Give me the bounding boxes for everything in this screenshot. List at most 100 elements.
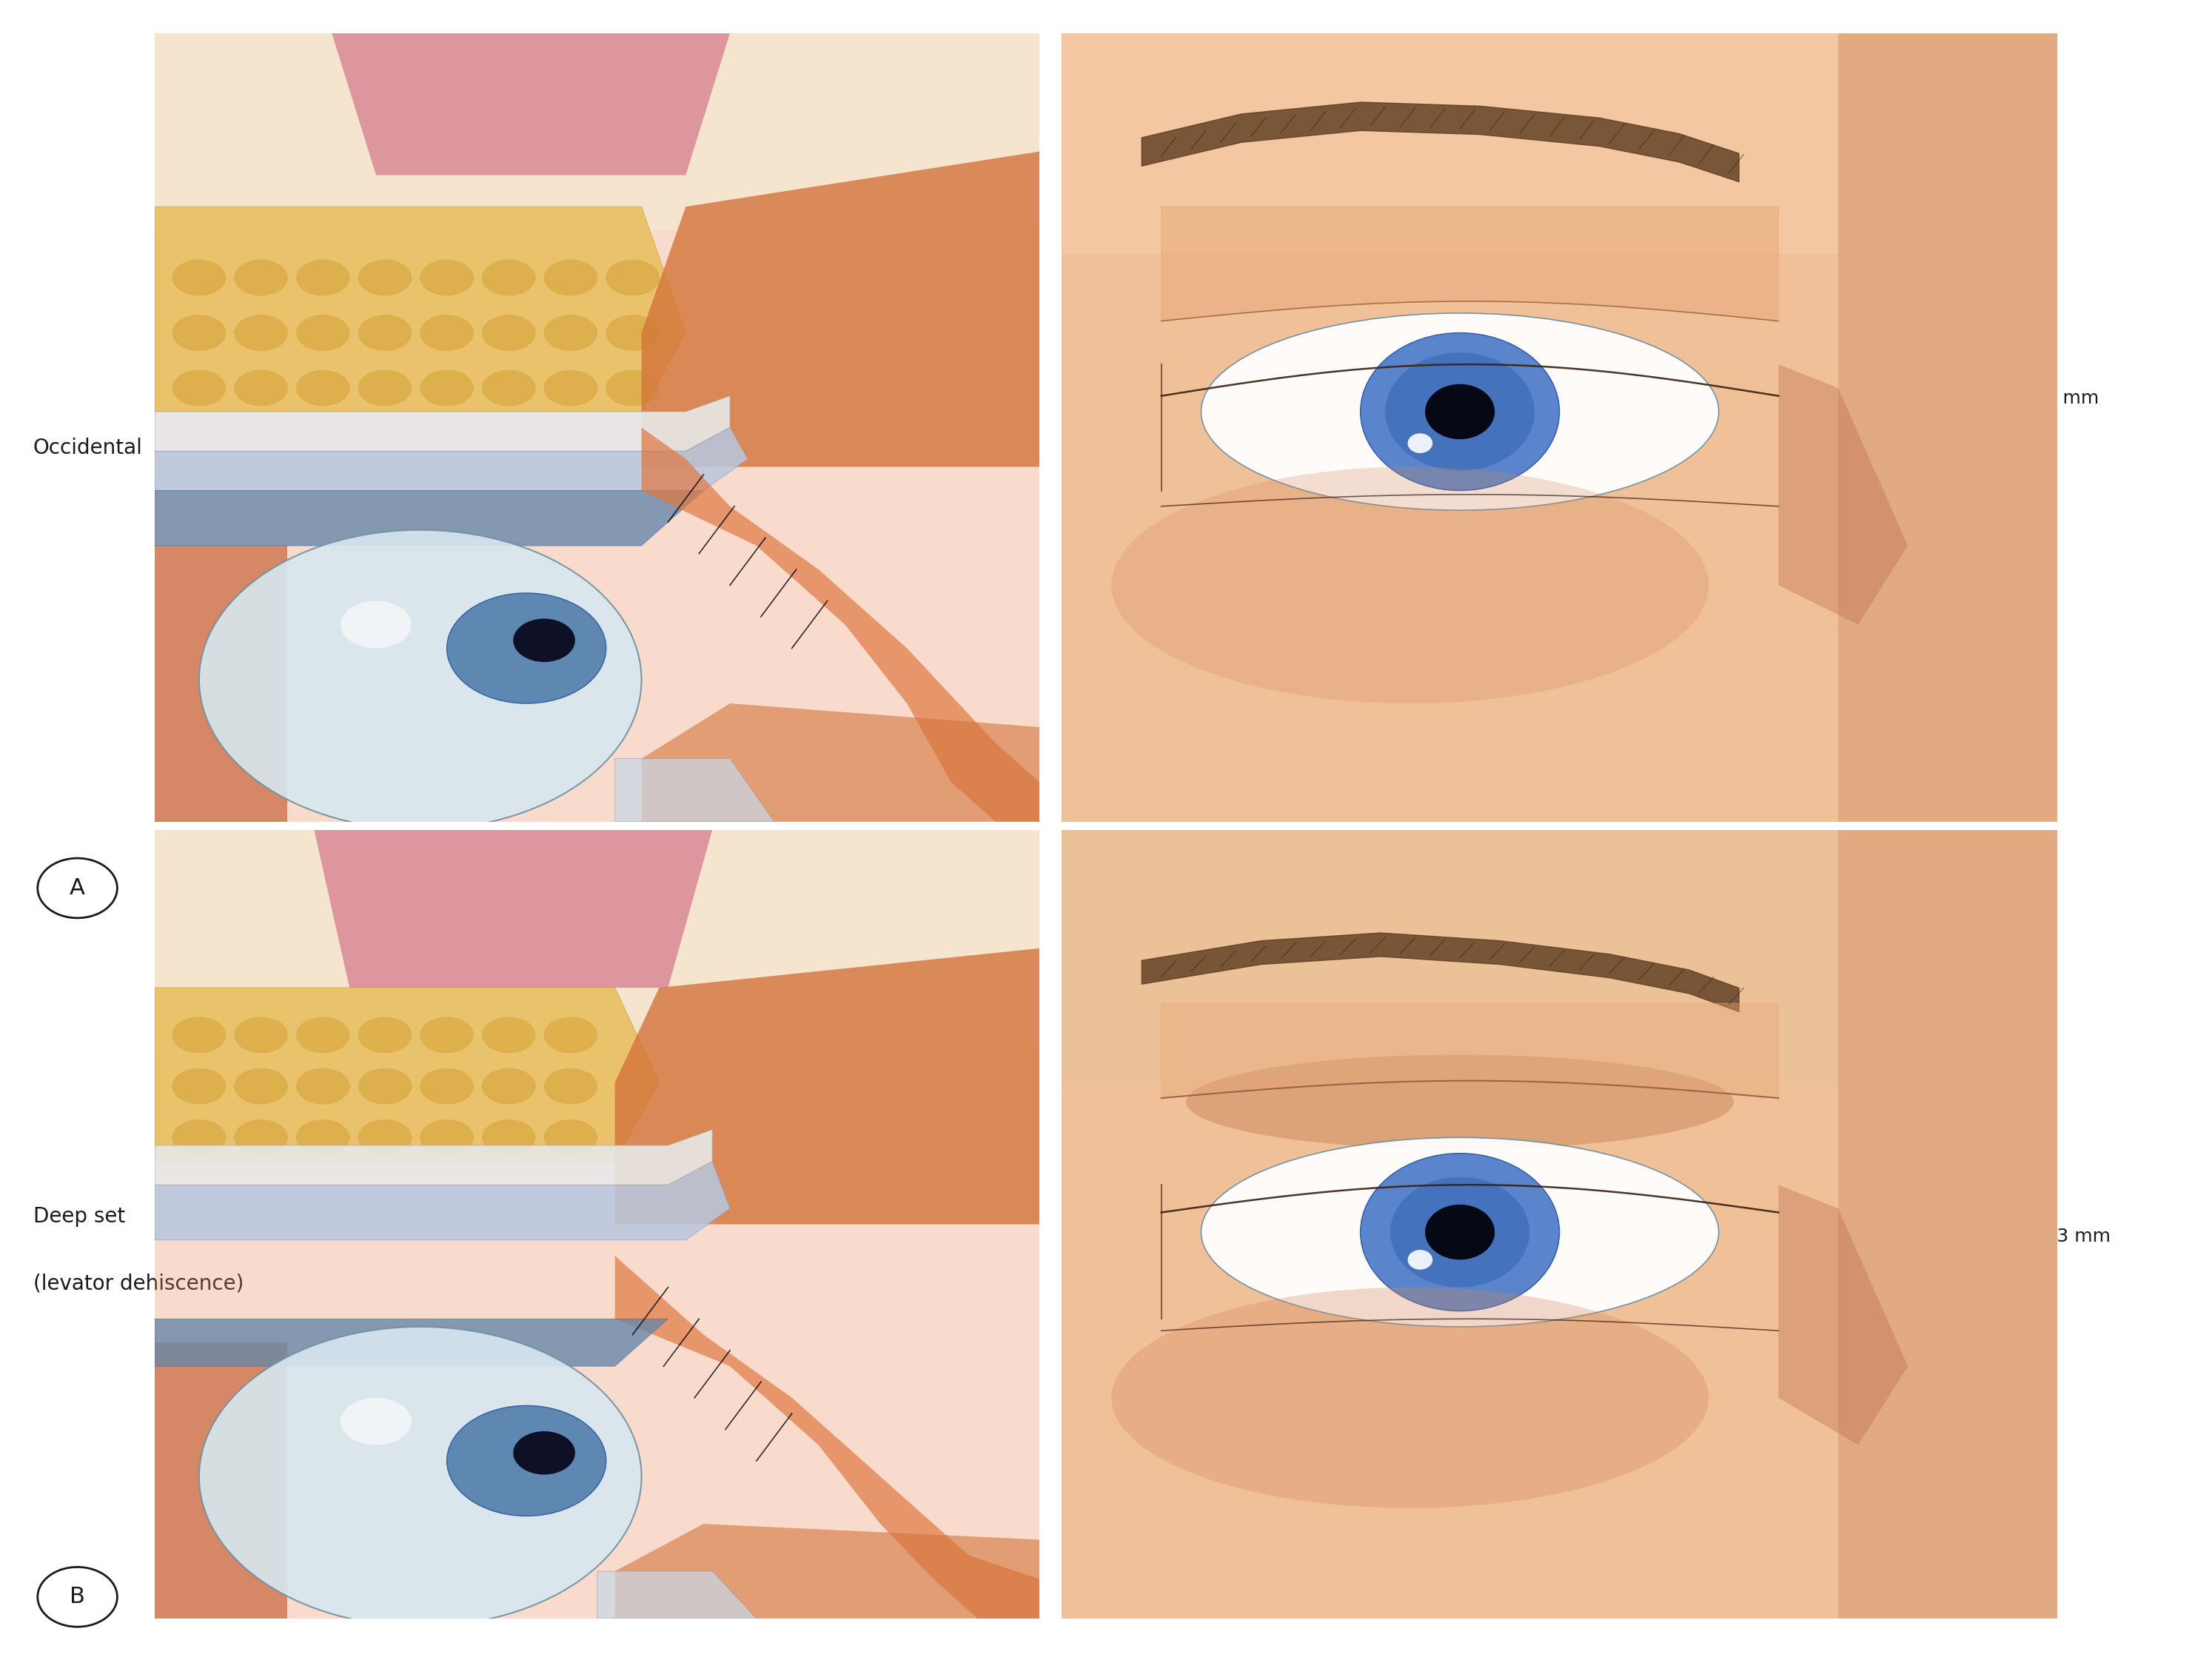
Ellipse shape [1110, 466, 1708, 704]
Ellipse shape [341, 601, 411, 647]
Ellipse shape [1385, 352, 1535, 471]
Ellipse shape [173, 1018, 226, 1052]
Ellipse shape [482, 1069, 535, 1104]
Ellipse shape [358, 315, 411, 350]
Ellipse shape [234, 1069, 288, 1104]
Ellipse shape [358, 1018, 411, 1052]
Polygon shape [155, 546, 288, 822]
Ellipse shape [1425, 1205, 1495, 1260]
Polygon shape [641, 427, 1040, 822]
Polygon shape [1161, 1003, 1778, 1099]
Ellipse shape [420, 370, 473, 405]
Ellipse shape [173, 1069, 226, 1104]
Ellipse shape [358, 370, 411, 405]
Polygon shape [332, 33, 730, 176]
Ellipse shape [234, 315, 288, 350]
Text: A: A [71, 878, 84, 898]
Ellipse shape [544, 1018, 597, 1052]
Ellipse shape [482, 370, 535, 405]
Ellipse shape [1360, 1154, 1559, 1311]
Text: (levator dehiscence): (levator dehiscence) [33, 1273, 243, 1293]
Polygon shape [155, 33, 1040, 231]
Ellipse shape [173, 1120, 226, 1155]
Polygon shape [1062, 830, 1838, 1082]
Polygon shape [1062, 33, 1838, 254]
Polygon shape [155, 427, 748, 491]
Ellipse shape [606, 315, 659, 350]
Ellipse shape [296, 1018, 349, 1052]
FancyBboxPatch shape [1778, 191, 1962, 246]
FancyBboxPatch shape [1778, 1386, 1962, 1444]
Text: 6–8 mm: 6–8 mm [2024, 390, 2099, 407]
Polygon shape [1838, 830, 2057, 1618]
Ellipse shape [482, 1120, 535, 1155]
Polygon shape [155, 33, 1040, 822]
Text: Occidental: Occidental [33, 438, 142, 458]
Ellipse shape [482, 1018, 535, 1052]
Ellipse shape [296, 1120, 349, 1155]
Ellipse shape [199, 1326, 641, 1627]
Ellipse shape [199, 530, 641, 830]
Ellipse shape [234, 261, 288, 295]
Ellipse shape [341, 1398, 411, 1444]
Ellipse shape [1389, 1177, 1528, 1288]
Ellipse shape [234, 370, 288, 405]
Polygon shape [1778, 1185, 1907, 1444]
Ellipse shape [1110, 1288, 1708, 1507]
Ellipse shape [358, 1120, 411, 1155]
Ellipse shape [173, 261, 226, 295]
Ellipse shape [1360, 332, 1559, 491]
Text: B: B [71, 1587, 84, 1607]
Text: Deep set: Deep set [33, 1207, 126, 1227]
Ellipse shape [420, 1018, 473, 1052]
Ellipse shape [544, 261, 597, 295]
Ellipse shape [420, 1120, 473, 1155]
Ellipse shape [173, 315, 226, 350]
Polygon shape [314, 830, 712, 988]
Polygon shape [155, 830, 1040, 1618]
Ellipse shape [544, 1069, 597, 1104]
Ellipse shape [544, 370, 597, 405]
Polygon shape [615, 948, 1040, 1225]
Polygon shape [155, 1318, 668, 1366]
Ellipse shape [296, 370, 349, 405]
Ellipse shape [1407, 1250, 1433, 1270]
Ellipse shape [1186, 1054, 1734, 1149]
Ellipse shape [358, 1069, 411, 1104]
Polygon shape [155, 830, 1040, 1051]
Ellipse shape [513, 619, 575, 662]
Text: 8–13 mm: 8–13 mm [2024, 1228, 2110, 1245]
Polygon shape [155, 988, 659, 1162]
Polygon shape [641, 151, 1040, 466]
Polygon shape [155, 1129, 712, 1185]
Polygon shape [1062, 830, 2057, 1618]
Ellipse shape [482, 315, 535, 350]
Ellipse shape [1425, 383, 1495, 440]
Ellipse shape [173, 370, 226, 405]
Ellipse shape [358, 261, 411, 295]
Ellipse shape [544, 315, 597, 350]
Polygon shape [155, 1343, 288, 1618]
Ellipse shape [544, 1120, 597, 1155]
Polygon shape [155, 397, 730, 452]
Ellipse shape [513, 1431, 575, 1474]
Ellipse shape [1407, 433, 1433, 453]
Polygon shape [1838, 33, 2057, 822]
Polygon shape [1062, 33, 2057, 822]
Ellipse shape [482, 261, 535, 295]
Polygon shape [155, 208, 686, 412]
Ellipse shape [234, 1120, 288, 1155]
Polygon shape [1161, 208, 1778, 320]
Polygon shape [615, 759, 774, 822]
Polygon shape [155, 491, 703, 546]
Ellipse shape [296, 315, 349, 350]
Ellipse shape [1201, 1137, 1719, 1326]
Ellipse shape [420, 315, 473, 350]
Ellipse shape [296, 1069, 349, 1104]
Polygon shape [615, 1255, 1040, 1618]
Ellipse shape [296, 261, 349, 295]
Polygon shape [615, 1524, 1040, 1618]
Ellipse shape [234, 1018, 288, 1052]
Ellipse shape [606, 370, 659, 405]
Polygon shape [1778, 365, 1907, 624]
